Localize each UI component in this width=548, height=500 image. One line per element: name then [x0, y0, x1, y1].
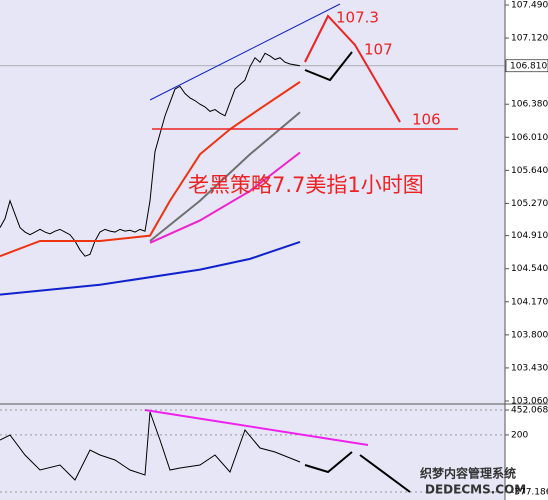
y-tick-label: 104.910: [511, 231, 548, 241]
plot-bg: [0, 0, 505, 500]
y-tick-label: 104.170: [511, 297, 548, 307]
y-tick-label: 103.430: [511, 363, 548, 373]
y-tick-label: 105.640: [511, 166, 548, 176]
chart-title: 老黑策略7.7美指1小时图: [188, 173, 424, 197]
watermark: DEDECMS.COM: [425, 483, 526, 497]
y-tick-label: 105.270: [511, 199, 548, 209]
series-line: [0, 411, 301, 481]
y-tick-label: 107.120: [511, 34, 548, 44]
annotation: 106: [412, 111, 441, 129]
watermark: 织梦内容管理系统: [420, 466, 516, 481]
forecast-arrow: [304, 14, 401, 123]
y-tick-label: 103.060: [511, 397, 548, 407]
series-line: [149, 111, 301, 242]
annotation: 107: [364, 41, 393, 59]
y-tick-label: 106.010: [511, 133, 548, 143]
y-tick-label: -377.1862: [511, 488, 548, 498]
last-price-box: [505, 59, 548, 73]
annotation: 107.3: [336, 9, 379, 27]
y-tick-label: 107.490: [511, 1, 548, 11]
y-tick-label: 200: [511, 430, 528, 440]
y-tick-label: 104.540: [511, 264, 548, 274]
forecast-arrow: [304, 451, 353, 474]
series-line: [0, 52, 301, 257]
channel-line: [149, 3, 341, 101]
trend-line: [144, 409, 369, 446]
forecast-arrow: [359, 454, 411, 493]
forecast-arrow: [304, 51, 353, 82]
series-line: [0, 240, 301, 296]
last-price-label: 106.810: [510, 61, 547, 71]
series-line: [0, 81, 301, 258]
y-tick-label: 452.0686: [511, 406, 548, 416]
series-line: [149, 151, 301, 244]
y-tick-label: 103.800: [511, 330, 548, 340]
y-tick-label: 106.380: [511, 100, 548, 110]
